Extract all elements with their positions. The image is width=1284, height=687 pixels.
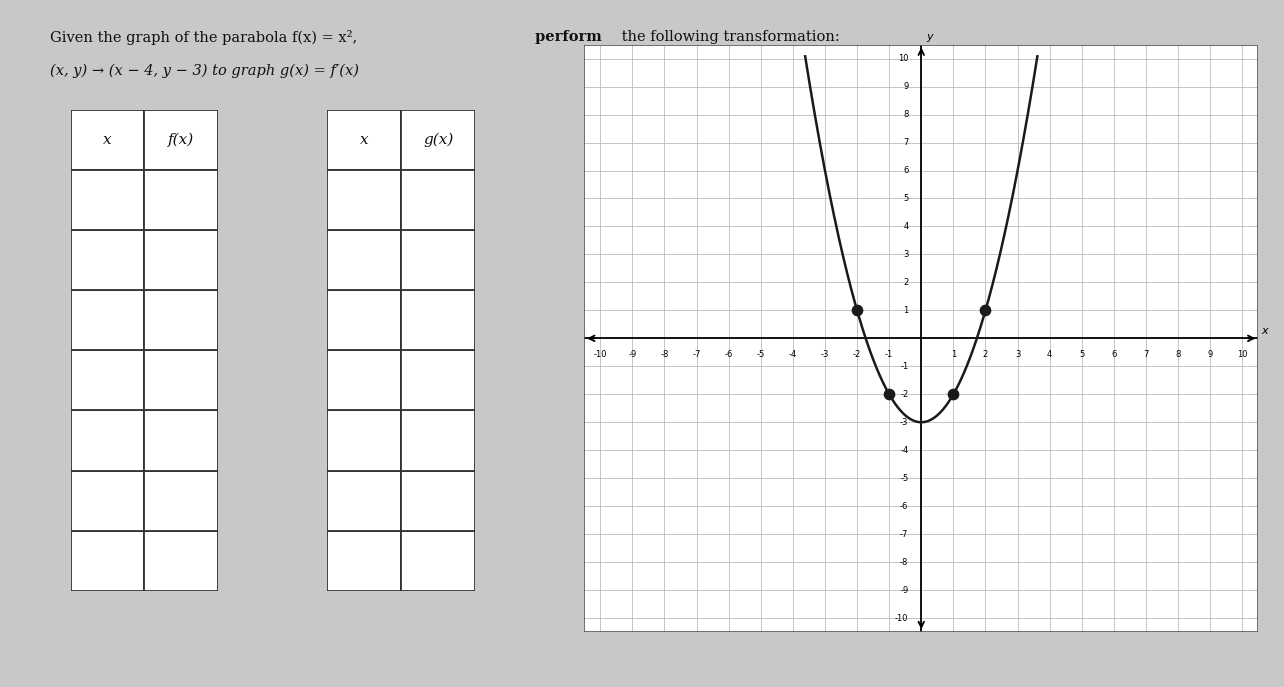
Bar <box>145 411 218 471</box>
Text: 6: 6 <box>1111 350 1117 359</box>
Text: (x, y) → (x − 4, y − 3) to graph g(x) = f′(x): (x, y) → (x − 4, y − 3) to graph g(x) = … <box>50 64 360 78</box>
Text: 4: 4 <box>1046 350 1053 359</box>
Bar <box>71 530 145 591</box>
Text: -10: -10 <box>895 613 908 622</box>
Text: x: x <box>360 133 369 147</box>
Bar <box>401 350 475 411</box>
Bar <box>145 170 218 230</box>
Point <box>878 389 899 400</box>
Text: -2: -2 <box>853 350 862 359</box>
Text: g(x): g(x) <box>422 133 453 147</box>
Bar <box>401 411 475 471</box>
Bar <box>327 170 401 230</box>
Text: -7: -7 <box>900 530 908 539</box>
Text: then graph g(x): then graph g(x) <box>989 64 1108 78</box>
Bar <box>71 411 145 471</box>
Bar <box>327 350 401 411</box>
Text: 5: 5 <box>903 194 908 203</box>
Point <box>847 305 868 316</box>
Text: 1: 1 <box>903 306 908 315</box>
Text: 10: 10 <box>1236 350 1248 359</box>
Text: -3: -3 <box>820 350 829 359</box>
Text: the following transformation:: the following transformation: <box>616 30 840 45</box>
Text: -9: -9 <box>900 585 908 594</box>
Bar <box>71 170 145 230</box>
Bar <box>71 471 145 530</box>
Text: -4: -4 <box>900 446 908 455</box>
Text: 10: 10 <box>898 54 908 63</box>
Bar <box>327 411 401 471</box>
Text: 3: 3 <box>1014 350 1021 359</box>
Bar <box>401 170 475 230</box>
Bar <box>71 290 145 350</box>
Text: 2: 2 <box>903 278 908 287</box>
Text: -8: -8 <box>900 558 908 567</box>
Bar <box>145 110 218 170</box>
Bar <box>71 350 145 411</box>
Text: -5: -5 <box>900 474 908 483</box>
Text: 6: 6 <box>903 166 908 175</box>
Point <box>976 305 996 316</box>
Bar <box>327 290 401 350</box>
Bar <box>145 350 218 411</box>
Text: -8: -8 <box>660 350 669 359</box>
Point <box>942 389 963 400</box>
Text: 7: 7 <box>1143 350 1149 359</box>
Text: -4: -4 <box>788 350 797 359</box>
Text: -3: -3 <box>900 418 908 427</box>
Text: g(x): g(x) <box>949 64 982 78</box>
Bar <box>327 230 401 291</box>
Text: create a table for f(x): create a table for f(x) <box>666 64 842 78</box>
Text: -1: -1 <box>900 362 908 371</box>
Text: x: x <box>1261 326 1269 337</box>
Bar <box>401 230 475 291</box>
Bar <box>71 110 145 170</box>
Text: f(x): f(x) <box>168 133 194 147</box>
Bar <box>401 530 475 591</box>
Bar <box>145 530 218 591</box>
Text: 3: 3 <box>903 250 908 259</box>
Bar <box>327 110 401 170</box>
Bar <box>71 230 145 291</box>
Text: -9: -9 <box>628 350 637 359</box>
Text: perform: perform <box>530 30 601 45</box>
Text: -1: -1 <box>885 350 894 359</box>
Bar <box>401 290 475 350</box>
Text: and: and <box>915 64 957 78</box>
Bar <box>327 471 401 530</box>
Text: 9: 9 <box>903 82 908 91</box>
Bar <box>401 471 475 530</box>
Text: -6: -6 <box>724 350 733 359</box>
Text: -2: -2 <box>900 390 908 398</box>
Text: 8: 8 <box>1175 350 1181 359</box>
Text: 4: 4 <box>903 222 908 231</box>
Text: 5: 5 <box>1079 350 1085 359</box>
Bar <box>401 110 475 170</box>
Text: -7: -7 <box>692 350 701 359</box>
Text: 9: 9 <box>1207 350 1213 359</box>
Text: -6: -6 <box>900 502 908 510</box>
Text: Given the graph of the parabola f(x) = x²,: Given the graph of the parabola f(x) = x… <box>50 30 357 45</box>
Text: y: y <box>926 32 932 42</box>
Text: and: and <box>636 64 677 78</box>
Bar <box>145 471 218 530</box>
Text: x: x <box>103 133 112 147</box>
Text: -10: -10 <box>593 350 607 359</box>
Text: 1: 1 <box>950 350 957 359</box>
Bar <box>145 290 218 350</box>
Text: 2: 2 <box>982 350 989 359</box>
Text: 8: 8 <box>903 110 908 119</box>
Text: -5: -5 <box>756 350 765 359</box>
Text: 7: 7 <box>903 138 908 147</box>
Bar <box>327 530 401 591</box>
Bar <box>145 230 218 291</box>
